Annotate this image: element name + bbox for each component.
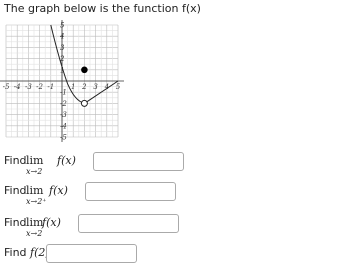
question-expression: f(x) — [42, 216, 61, 229]
y-tick-label: -2 — [60, 100, 67, 108]
limit-operator: lim — [26, 216, 44, 229]
x-tick-label: -4 — [14, 83, 21, 91]
question-prefix: Find — [4, 246, 27, 259]
y-tick-label: 3 — [60, 44, 65, 52]
y-tick-label: 1 — [60, 66, 64, 74]
x-tick-label: -2 — [36, 83, 43, 91]
answer-input[interactable] — [85, 182, 176, 201]
answer-input[interactable] — [46, 244, 137, 263]
x-tick-label: -3 — [25, 83, 32, 91]
question-expression: f(2) — [30, 246, 50, 259]
limit-operator: lim — [26, 184, 44, 197]
x-tick-label: 4 — [104, 83, 109, 91]
filled-point — [81, 66, 88, 74]
curve-left — [50, 24, 85, 104]
open-point — [80, 99, 88, 107]
x-tick-label: -1 — [47, 83, 54, 91]
y-tick-label: -4 — [60, 122, 67, 130]
answer-input[interactable] — [93, 152, 184, 171]
limit-subscript: x→2⁺ — [26, 197, 47, 206]
y-tick-label: 4 — [59, 33, 64, 41]
y-tick-label: 5 — [60, 22, 65, 30]
y-tick-label: 2 — [59, 55, 65, 63]
x-tick-label: -5 — [3, 83, 10, 91]
x-tick-label: 5 — [116, 83, 121, 91]
title: The graph below is the function f(x) — [4, 2, 201, 15]
question-expression: f(x) — [57, 154, 76, 167]
x-tick-label: 1 — [71, 83, 75, 91]
question-expression: f(x) — [49, 184, 68, 197]
limit-operator: lim — [26, 154, 44, 167]
limit-subscript: x→2 — [26, 229, 43, 238]
y-tick-label: -5 — [60, 134, 67, 142]
limit-subscript: x→2 — [26, 167, 43, 176]
question-prefix: Find — [4, 184, 27, 197]
x-tick-label: 3 — [93, 83, 98, 91]
y-tick-label: -3 — [60, 111, 67, 119]
curve-right — [84, 80, 119, 104]
x-tick-label: 2 — [81, 83, 87, 91]
question-prefix: Find — [4, 154, 27, 167]
y-tick-label: -1 — [60, 89, 67, 97]
question-prefix: Find — [4, 216, 27, 229]
answer-input[interactable] — [78, 214, 179, 233]
